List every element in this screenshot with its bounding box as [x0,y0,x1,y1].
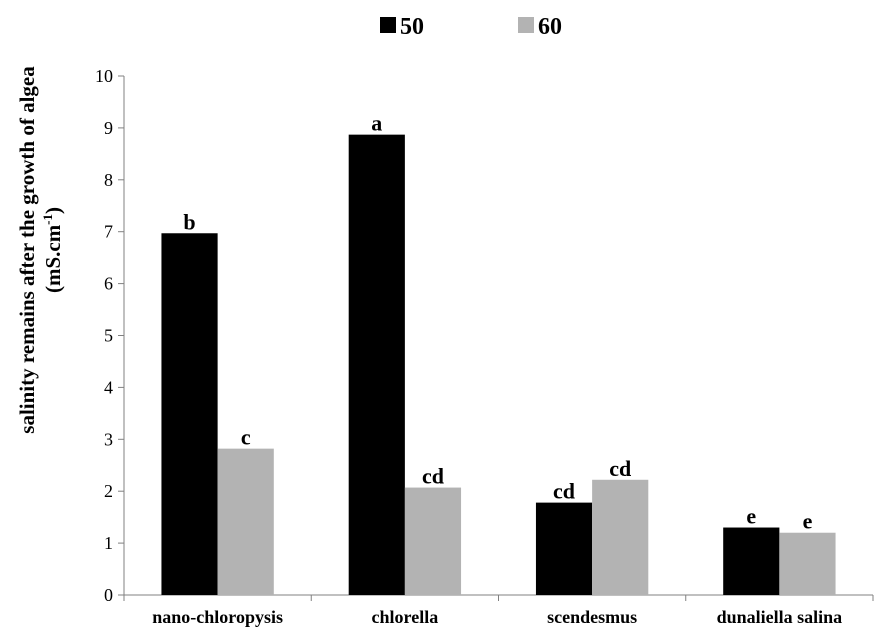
bar-50-0 [161,233,218,595]
y-tick-label: 4 [104,377,113,397]
y-axis-title: salinity remains after the growth of alg… [15,66,65,434]
legend: 50 60 [380,14,562,40]
legend-label-50: 50 [400,14,424,40]
x-category-label: dunaliella salina [717,607,843,627]
bar-60-3 [779,532,836,595]
y-tick-label: 7 [104,222,113,242]
x-category-label: scendesmus [547,607,637,627]
data-label: cd [422,464,444,489]
y-tick-label: 8 [104,170,113,190]
bar-60-1 [404,487,462,595]
data-label: e [746,504,756,529]
legend-swatch-60 [518,17,534,33]
data-label: c [241,425,251,450]
axes: 0 1 2 3 4 5 6 7 8 9 10 nano-chloropysis chlorella sce… [95,66,874,627]
y-tick-label: 3 [104,429,113,449]
y-tick-label: 10 [95,66,113,86]
legend-swatch-50 [380,17,396,33]
data-label: b [183,209,195,234]
bar-60-0 [217,448,274,595]
y-axis-title-line1: salinity remains after the growth of alg… [15,66,39,434]
x-category-label: nano-chloropysis [152,607,283,627]
bar-50-1 [348,134,405,595]
legend-label-60: 60 [538,14,562,40]
y-axis-title-line2: (mS.cm-1) [40,207,65,293]
data-label: cd [609,456,631,481]
y-tick-label: 5 [104,326,113,346]
bar-50-2 [535,502,593,595]
x-category-label: chlorella [372,607,439,627]
y-tick-label: 1 [104,533,113,553]
bar-60-2 [592,479,649,595]
data-label: e [803,509,813,534]
bar-50-3 [723,527,780,595]
data-label: a [371,111,382,136]
y-tick-label: 9 [104,118,113,138]
bars [161,134,836,595]
y-tick-label: 2 [104,481,113,501]
data-labels: b c a cd cd cd e e [183,111,812,534]
y-tick-label: 6 [104,274,113,294]
data-label: cd [553,479,575,504]
y-tick-label: 0 [104,585,113,605]
